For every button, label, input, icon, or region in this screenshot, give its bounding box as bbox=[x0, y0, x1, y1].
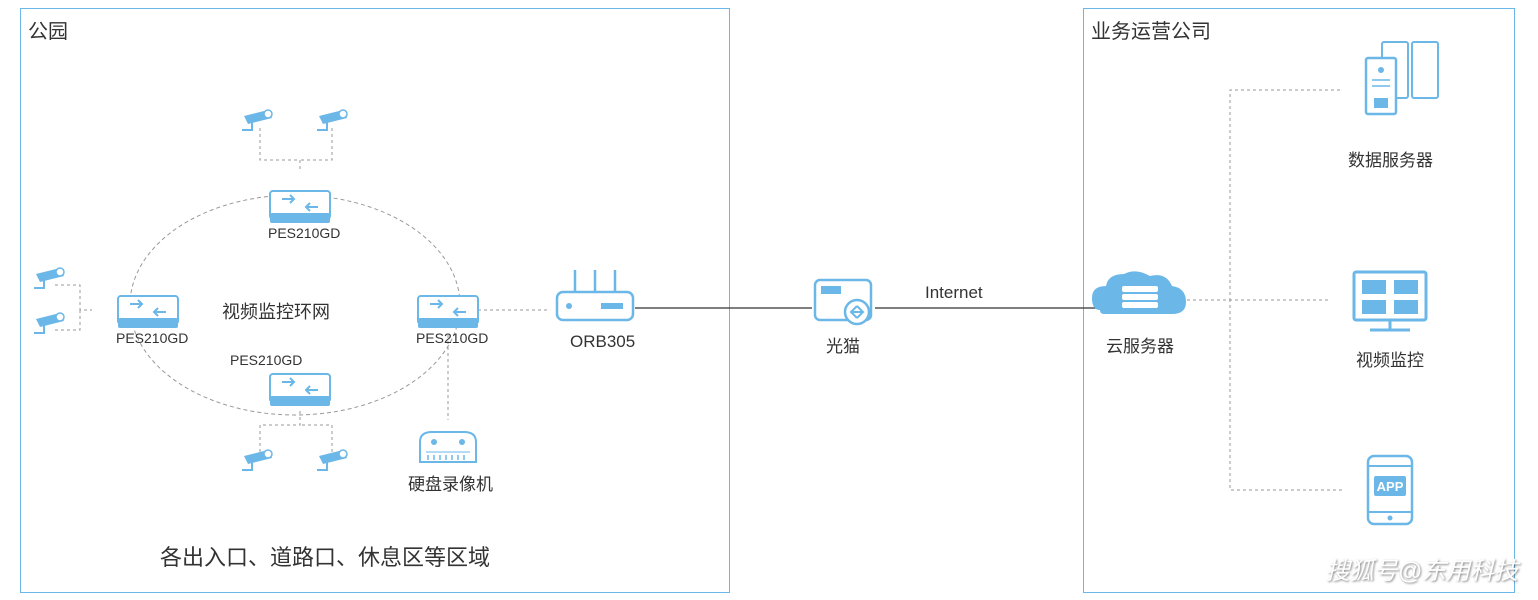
internet-label: Internet bbox=[925, 283, 983, 303]
servers-icon bbox=[1366, 42, 1438, 114]
switch-left-icon bbox=[118, 296, 178, 328]
cloud-icon bbox=[1092, 271, 1186, 314]
nvr-icon bbox=[420, 432, 476, 462]
monitor-icon bbox=[1354, 272, 1426, 330]
monitor-label: 视频监控 bbox=[1356, 346, 1424, 371]
ring-label: 视频监控环网 bbox=[222, 298, 330, 324]
camera-top2-icon bbox=[317, 110, 347, 130]
camera-bot2-icon bbox=[317, 450, 347, 470]
nvr-label: 硬盘录像机 bbox=[408, 470, 493, 495]
sw-bot-label: PES210GD bbox=[230, 352, 302, 368]
switch-right-icon bbox=[418, 296, 478, 328]
camera-top1-icon bbox=[242, 110, 272, 130]
camera-left2-icon bbox=[34, 313, 64, 333]
watermark: 搜狐号@东用科技 bbox=[1326, 551, 1518, 586]
sw-top-label: PES210GD bbox=[268, 225, 340, 241]
sw-left-label: PES210GD bbox=[116, 330, 188, 346]
app-icon bbox=[1368, 456, 1412, 524]
sw-right-label: PES210GD bbox=[416, 330, 488, 346]
switch-bottom-icon bbox=[270, 374, 330, 406]
camera-bot1-icon bbox=[242, 450, 272, 470]
link-sw-top-cams bbox=[260, 128, 332, 172]
link-cloud-servers bbox=[1175, 90, 1340, 300]
switch-top-icon bbox=[270, 191, 330, 223]
modem-icon bbox=[815, 280, 871, 324]
camera-left1-icon bbox=[34, 268, 64, 288]
modem-label: 光猫 bbox=[826, 332, 860, 357]
router-label: ORB305 bbox=[570, 332, 635, 352]
link-sw-bot-cams bbox=[260, 410, 332, 452]
link-sw-left-cams bbox=[55, 285, 92, 330]
caption: 各出入口、道路口、休息区等区域 bbox=[160, 540, 490, 572]
servers-label: 数据服务器 bbox=[1348, 146, 1433, 171]
link-cloud-app bbox=[1175, 300, 1345, 490]
cloud-label: 云服务器 bbox=[1106, 332, 1174, 357]
router-icon bbox=[557, 270, 633, 320]
